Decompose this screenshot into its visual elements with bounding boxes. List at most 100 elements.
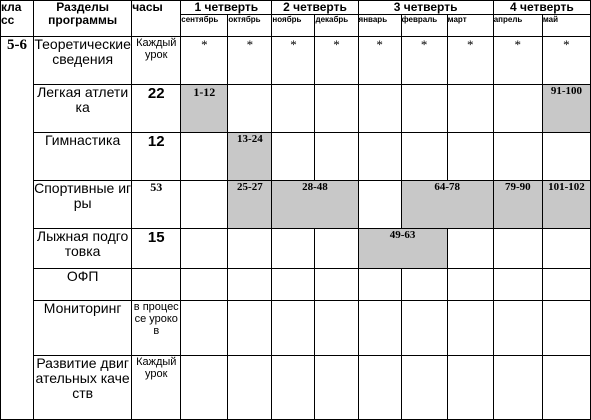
hours-cell: Каждый урок [131, 355, 182, 420]
schedule-cell [400, 300, 448, 356]
hours-cell: 12 [131, 132, 182, 181]
schedule-cell [271, 132, 316, 181]
schedule-cell [314, 268, 359, 301]
schedule-cell: * [446, 36, 494, 85]
schedule-cell [492, 84, 543, 133]
schedule-cell: * [227, 36, 273, 85]
schedule-cell [271, 268, 316, 301]
quarter-1-header: 1 четверть [180, 0, 273, 15]
schedule-cell [400, 84, 448, 133]
schedule-cell [541, 132, 591, 181]
schedule-cell: 1-12 [180, 84, 229, 133]
schedule-cell [227, 228, 273, 269]
schedule-cell: 101-102 [541, 180, 591, 229]
schedule-cell [492, 300, 543, 356]
schedule-cell: * [541, 36, 591, 85]
schedule-cell: 64-78 [400, 180, 494, 229]
schedule-cell [357, 180, 402, 229]
schedule-cell [541, 300, 591, 356]
schedule-cell [400, 268, 448, 301]
schedule-cell [227, 355, 273, 420]
schedule-cell [541, 268, 591, 301]
month-header: январь [357, 14, 402, 37]
schedule-cell [357, 355, 402, 420]
month-header: февраль [400, 14, 448, 37]
schedule-cell: * [271, 36, 316, 85]
schedule-cell: * [357, 36, 402, 85]
schedule-cell: * [180, 36, 229, 85]
schedule-cell [357, 268, 402, 301]
schedule-cell [180, 132, 229, 181]
schedule-cell: 91-100 [541, 84, 591, 133]
hours-cell: 53 [131, 180, 182, 229]
schedule-cell [271, 84, 316, 133]
hours-cell [131, 268, 182, 301]
schedule-cell [271, 355, 316, 420]
section-name: Спортивные игры [33, 180, 133, 229]
section-name: Развитие двигательных качеств [33, 355, 133, 420]
schedule-cell: * [400, 36, 448, 85]
schedule-cell [271, 300, 316, 356]
schedule-cell [492, 132, 543, 181]
month-header: декабрь [314, 14, 359, 37]
section-name: Гимнастика [33, 132, 133, 181]
schedule-cell [271, 228, 316, 269]
schedule-cell [180, 355, 229, 420]
month-header: март [446, 14, 494, 37]
schedule-cell [357, 84, 402, 133]
schedule-cell [314, 228, 359, 269]
quarter-2-header: 2 четверть [271, 0, 359, 15]
grade-cell: 5-6 [0, 36, 35, 420]
hours-header: часы [131, 0, 182, 37]
sections-header: Разделы программы [33, 0, 133, 37]
schedule-cell [180, 180, 229, 229]
class-header: кла сс [0, 0, 35, 37]
hours-cell: 22 [131, 84, 182, 133]
schedule-cell: * [492, 36, 543, 85]
section-name: Лыжная подготовка [33, 228, 133, 269]
schedule-cell [541, 228, 591, 269]
schedule-cell [314, 355, 359, 420]
schedule-cell: 49-63 [357, 228, 448, 269]
month-header: апрель [492, 14, 543, 37]
month-header: май [541, 14, 591, 37]
quarter-4-header: 4 четверть [492, 0, 591, 15]
schedule-cell [400, 355, 448, 420]
schedule-cell: 79-90 [492, 180, 543, 229]
schedule-cell [180, 300, 229, 356]
section-name: Теоретические сведения [33, 36, 133, 85]
month-header: сентябрь [180, 14, 229, 37]
schedule-cell [492, 228, 543, 269]
schedule-cell [446, 355, 494, 420]
section-name: ОФП [33, 268, 133, 301]
hours-cell: в процессе уроков [131, 300, 182, 356]
month-header: ноябрь [271, 14, 316, 37]
schedule-cell: 28-48 [271, 180, 359, 229]
schedule-cell [541, 355, 591, 420]
hours-cell: 15 [131, 228, 182, 269]
section-name: Легкая атлетика [33, 84, 133, 133]
hours-cell: Каждый урок [131, 36, 182, 85]
schedule-cell [357, 300, 402, 356]
schedule-cell [446, 228, 494, 269]
schedule-cell [180, 268, 229, 301]
quarter-3-header: 3 четверть [357, 0, 494, 15]
schedule-cell [446, 132, 494, 181]
schedule-cell [492, 355, 543, 420]
schedule-cell [180, 228, 229, 269]
schedule-cell [314, 84, 359, 133]
schedule-cell [227, 300, 273, 356]
schedule-cell [314, 132, 359, 181]
schedule-cell [314, 300, 359, 356]
schedule-cell [446, 84, 494, 133]
schedule-cell: 13-24 [227, 132, 273, 181]
schedule-cell [446, 300, 494, 356]
month-header: октябрь [227, 14, 273, 37]
schedule-cell: 25-27 [227, 180, 273, 229]
schedule-cell [492, 268, 543, 301]
schedule-cell [227, 268, 273, 301]
schedule-cell [357, 132, 402, 181]
schedule-cell: * [314, 36, 359, 85]
schedule-cell [446, 268, 494, 301]
